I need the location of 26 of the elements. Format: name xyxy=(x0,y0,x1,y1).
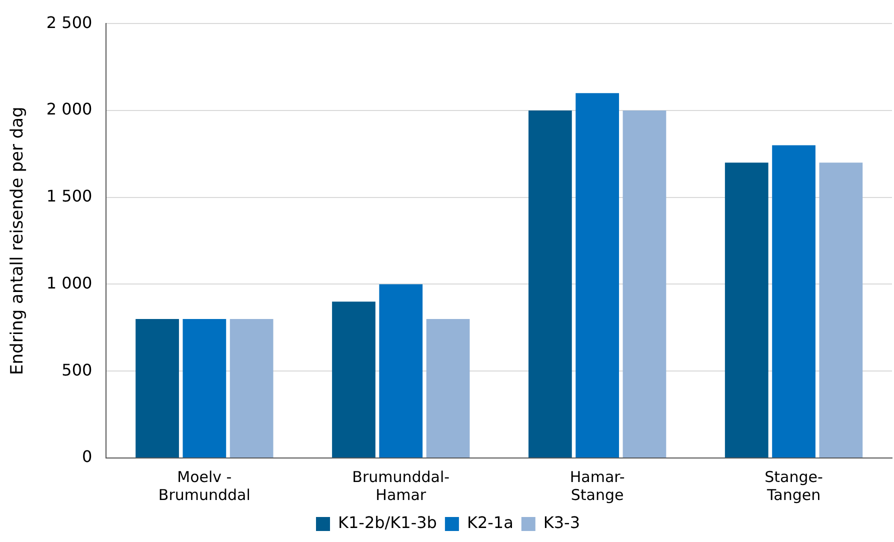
bar xyxy=(332,302,376,458)
bar xyxy=(528,110,572,458)
bar xyxy=(379,284,423,458)
bar xyxy=(136,318,179,458)
bar xyxy=(819,162,863,458)
x-tick-label: Hamar- Stange xyxy=(570,468,625,504)
bar xyxy=(772,145,816,458)
y-tick-label: 500 xyxy=(62,360,92,380)
y-tick-label: 1 000 xyxy=(46,273,92,292)
y-tick-label: 2 000 xyxy=(46,100,92,119)
legend-label: K3-3 xyxy=(543,513,580,532)
bar xyxy=(426,318,470,458)
y-axis-title: Endring antall reisende per dag xyxy=(8,106,28,375)
y-tick-label: 2 500 xyxy=(46,12,92,32)
bar xyxy=(182,318,226,458)
x-tick-label: Stange- Tangen xyxy=(764,468,823,504)
x-tick-label: Brumunddal- Hamar xyxy=(352,468,450,504)
bar xyxy=(230,318,274,458)
bar xyxy=(576,93,620,458)
legend-label: K2-1a xyxy=(466,513,514,532)
y-tick-label: 1 500 xyxy=(46,186,92,206)
bar xyxy=(724,162,768,458)
bar xyxy=(622,110,666,458)
legend-label: K1-2b/K1-3b xyxy=(338,513,437,532)
y-tick-label: 0 xyxy=(82,447,92,466)
x-tick-label: Moelv - Brumunddal xyxy=(158,468,250,504)
